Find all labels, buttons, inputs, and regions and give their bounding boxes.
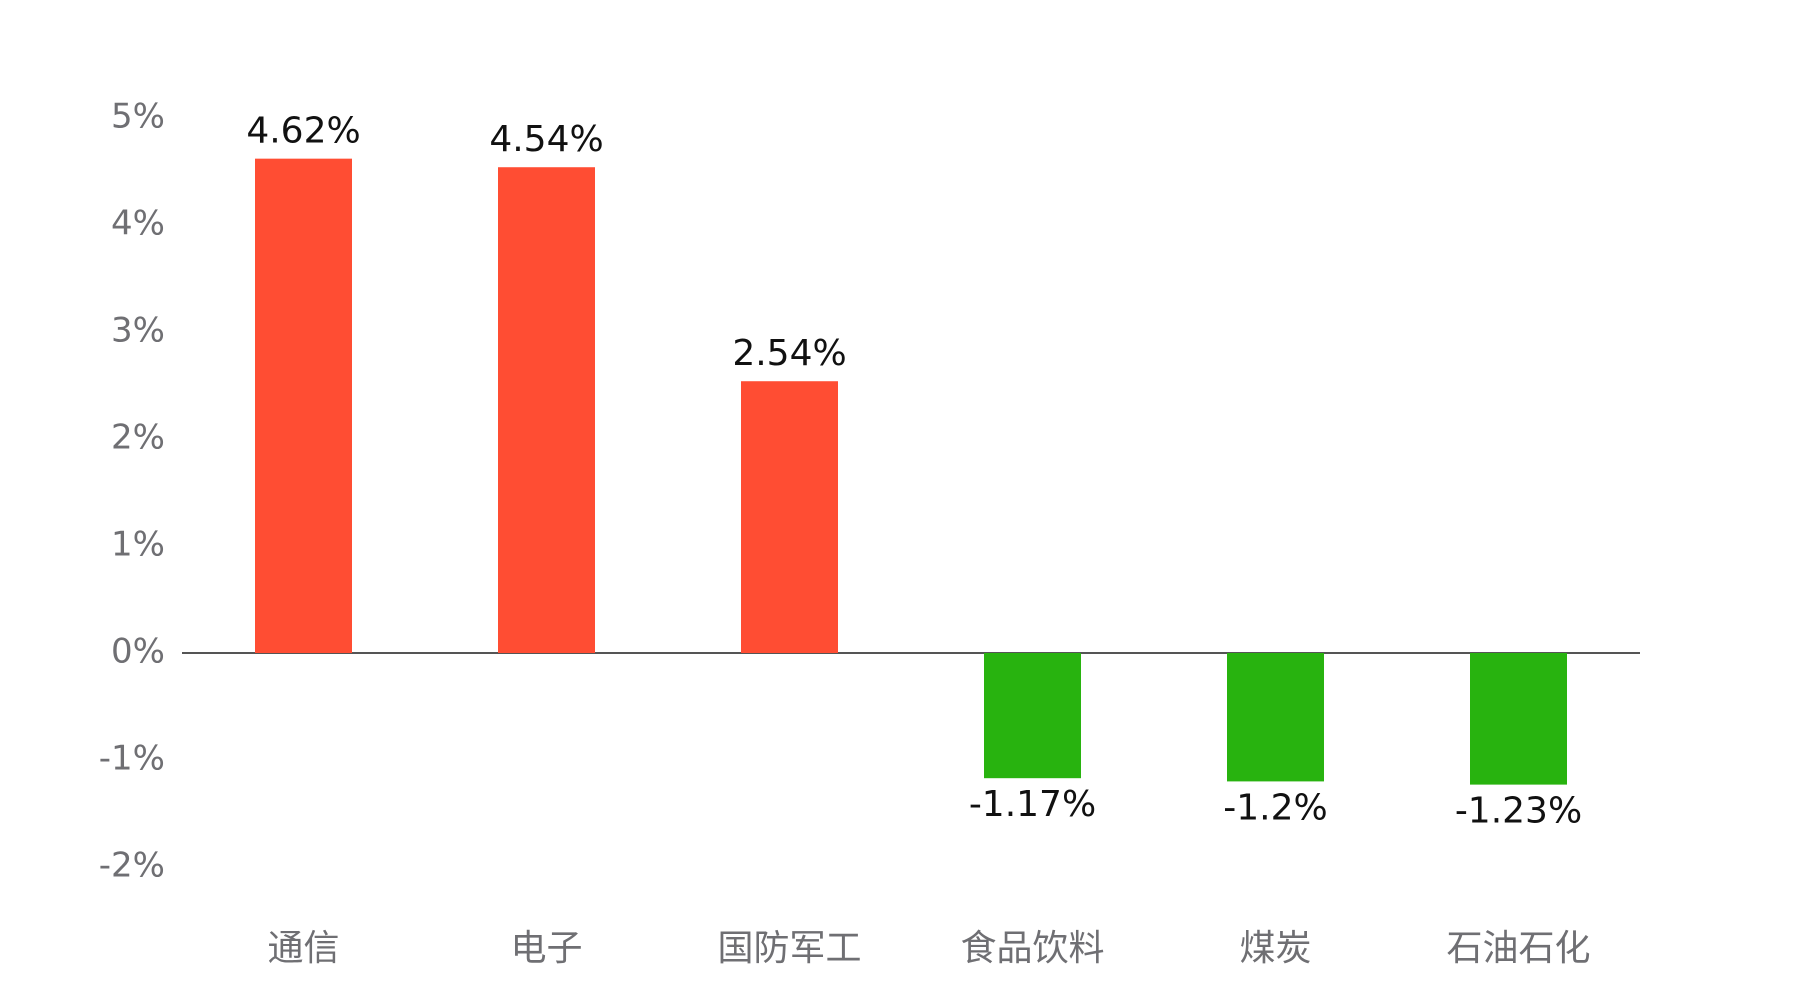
data-label: -1.17% (969, 784, 1096, 825)
x-tick-label: 石油石化 (1446, 928, 1590, 969)
data-label: -1.23% (1455, 791, 1582, 832)
y-tick-label: 2% (111, 418, 165, 458)
bar (1470, 653, 1567, 785)
data-label: -1.2% (1223, 787, 1327, 828)
y-tick-label: -2% (99, 846, 165, 886)
y-tick-label: 4% (111, 204, 165, 244)
x-axis: 通信 电子 国防军工 食品饮料 煤炭 石油石化 (267, 928, 1590, 969)
x-tick-label: 通信 (267, 928, 339, 969)
bar (255, 158, 352, 653)
bar (498, 167, 595, 653)
y-axis: 5% 4% 3% 2% 1% 0% -1% -2% (99, 97, 165, 886)
x-tick-label: 食品饮料 (960, 928, 1104, 969)
data-label: 4.54% (489, 119, 603, 160)
x-tick-label: 国防军工 (717, 928, 861, 969)
bars-group (255, 158, 1567, 785)
y-tick-label: 1% (111, 525, 165, 565)
x-tick-label: 煤炭 (1239, 928, 1311, 969)
data-label: 4.62% (246, 111, 360, 152)
bar (984, 653, 1081, 779)
bar (741, 381, 838, 653)
data-labels-group: 4.62% 4.54% 2.54% -1.17% -1.2% -1.23% (246, 111, 1582, 832)
x-tick-label: 电子 (510, 928, 582, 969)
y-tick-label: 5% (111, 97, 165, 137)
y-tick-label: 0% (111, 632, 165, 672)
y-tick-label: -1% (99, 739, 165, 779)
bar (1227, 653, 1324, 782)
data-label: 2.54% (732, 333, 846, 374)
y-tick-label: 3% (111, 311, 165, 351)
